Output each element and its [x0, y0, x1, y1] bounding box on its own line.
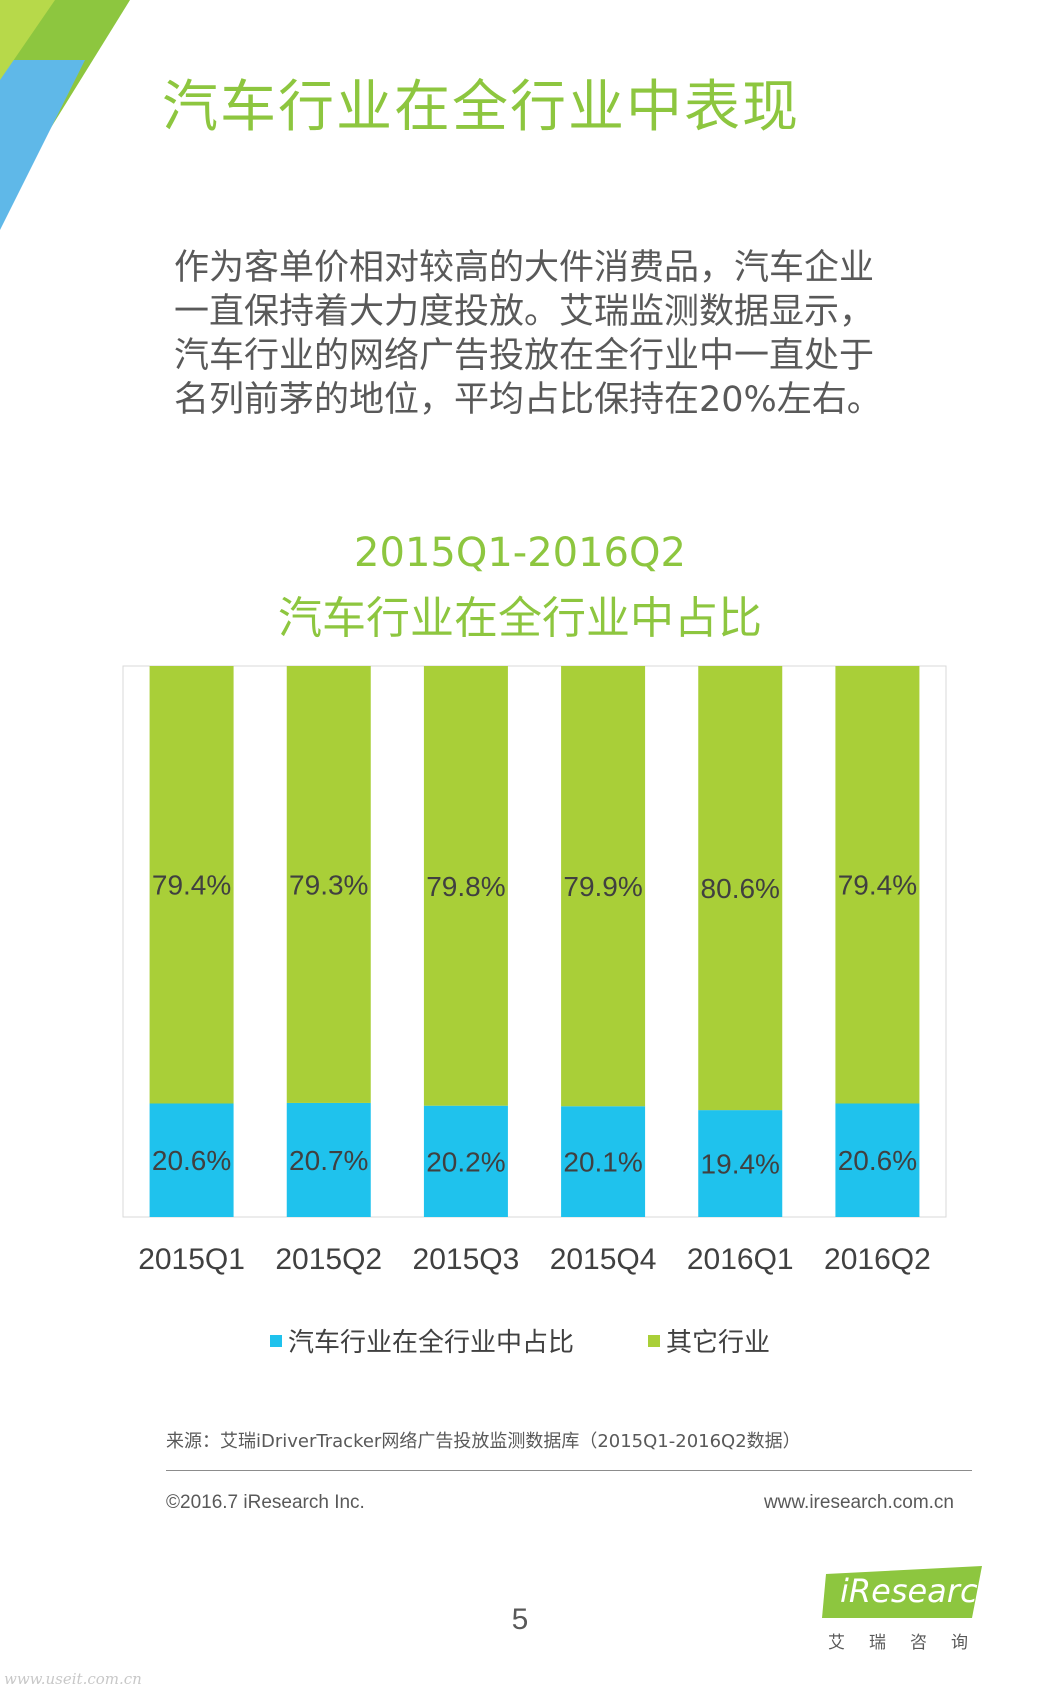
- corner-decoration: [0, 0, 130, 230]
- page-title: 汽车行业在全行业中表现: [162, 75, 800, 140]
- iresearch-logo: iResearch 艾瑞咨询: [822, 1566, 998, 1656]
- bar-other-2016Q2: [835, 666, 920, 1104]
- bar-other-2016Q1: [698, 666, 783, 1111]
- divider: [166, 1470, 972, 1471]
- x-tick-label-2015Q3: 2015Q3: [413, 1243, 520, 1276]
- data-label-auto-2015Q2: 20.7%: [289, 1145, 368, 1176]
- data-label-auto-2015Q4: 20.1%: [563, 1147, 642, 1178]
- data-label-other-2016Q2: 79.4%: [838, 870, 917, 901]
- x-tick-label-2015Q4: 2015Q4: [550, 1243, 657, 1276]
- logo-badge: [822, 1566, 982, 1618]
- legend-swatch-other: [648, 1334, 660, 1347]
- legend-item-other: 其它行业: [648, 1322, 770, 1359]
- legend-swatch-auto: [269, 1334, 282, 1347]
- bar-auto-2015Q4: [561, 1106, 646, 1217]
- data-label-auto-2016Q1: 19.4%: [701, 1149, 780, 1180]
- website-link[interactable]: www.iresearch.com.cn: [763, 1492, 954, 1513]
- stacked-bar-chart: 20.6% 79.4% 2015Q1 20.7% 79.3% 2015Q2 20.2% 79.…: [122, 665, 947, 1276]
- logo-subtext: 艾瑞咨询: [828, 1633, 992, 1653]
- bar-other-2015Q2: [286, 666, 371, 1103]
- bar-other-2015Q1: [149, 666, 234, 1104]
- x-tick-label-2015Q1: 2015Q1: [138, 1243, 245, 1276]
- data-label-auto-2015Q1: 20.6%: [152, 1145, 231, 1176]
- bar-auto-2016Q2: [835, 1103, 920, 1217]
- legend-item-auto: 汽车行业在全行业中占比: [269, 1322, 574, 1359]
- page-number: 5: [511, 1603, 529, 1636]
- logo-text: iResearch: [840, 1572, 998, 1610]
- data-label-other-2016Q1: 80.6%: [701, 873, 780, 904]
- chart-title-line1: 2015Q1-2016Q2: [354, 530, 686, 576]
- x-tick-label-2016Q1: 2016Q1: [687, 1243, 794, 1276]
- data-label-other-2015Q2: 79.3%: [289, 869, 368, 900]
- data-label-auto-2016Q2: 20.6%: [838, 1145, 917, 1176]
- bar-auto-2015Q1: [149, 1103, 234, 1217]
- plot-frame: [122, 665, 947, 1218]
- data-label-auto-2015Q3: 20.2%: [426, 1146, 505, 1177]
- x-tick-label-2015Q2: 2015Q2: [275, 1243, 382, 1276]
- bar-auto-2016Q1: [698, 1110, 783, 1217]
- source-note: 来源：艾瑞iDriverTracker网络广告投放监测数据库（2015Q1-20…: [166, 1431, 801, 1452]
- data-label-other-2015Q4: 79.9%: [563, 871, 642, 902]
- data-label-other-2015Q3: 79.8%: [426, 871, 505, 902]
- bar-auto-2015Q2: [286, 1102, 371, 1217]
- x-tick-label-2016Q2: 2016Q2: [824, 1243, 931, 1276]
- data-label-other-2015Q1: 79.4%: [152, 870, 231, 901]
- intro-paragraph: 作为客单价相对较高的大件消费品，汽车企业一直保持着大力度投放。艾瑞监测数据显示，…: [174, 248, 882, 420]
- legend-label-other: 其它行业: [666, 1328, 771, 1358]
- chart-title-line2: 汽车行业在全行业中占比: [278, 593, 762, 644]
- chart-legend: 汽车行业在全行业中占比 其它行业: [0, 1322, 1040, 1359]
- watermark: www.useit.com.cn: [4, 1670, 142, 1688]
- legend-label-auto: 汽车行业在全行业中占比: [287, 1328, 574, 1358]
- bar-other-2015Q4: [561, 666, 646, 1107]
- bar-auto-2015Q3: [423, 1105, 508, 1217]
- bar-other-2015Q3: [423, 666, 508, 1106]
- copyright: ©2016.7 iResearch Inc.: [166, 1492, 365, 1513]
